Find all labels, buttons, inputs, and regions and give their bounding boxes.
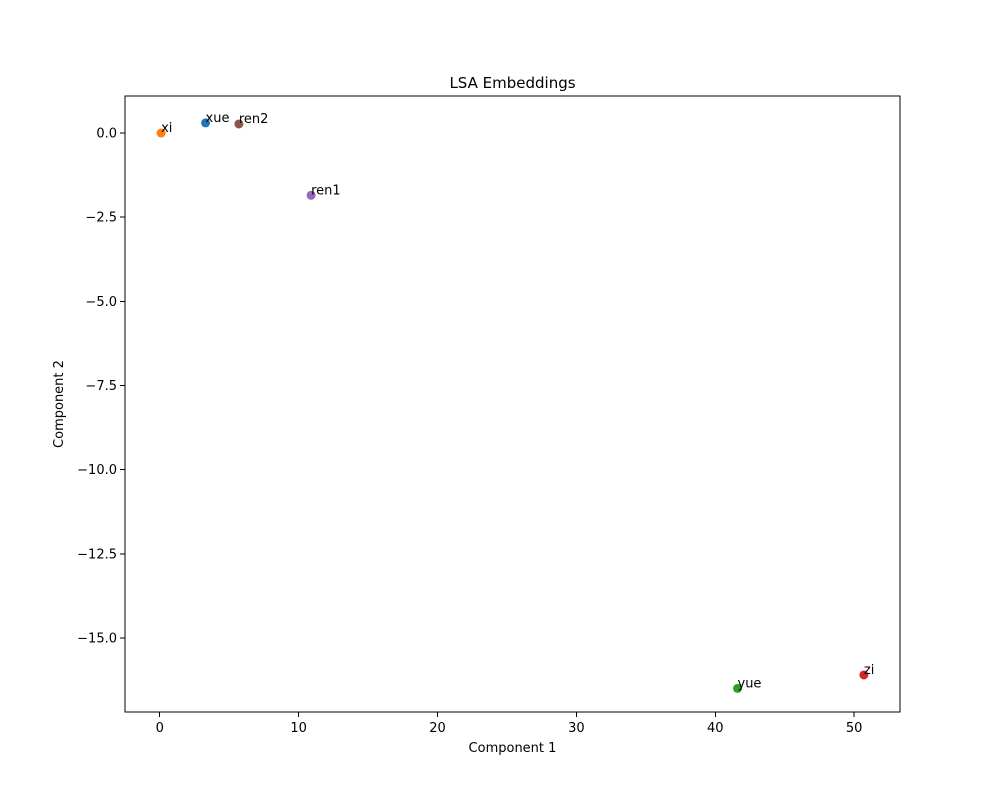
point-label-ren1: ren1 bbox=[311, 183, 341, 198]
data-point-ren2 bbox=[234, 119, 244, 129]
point-label-xue: xue bbox=[206, 111, 230, 126]
data-point-zi bbox=[859, 670, 869, 680]
point-label-ren2: ren2 bbox=[239, 112, 269, 127]
data-point-ren1 bbox=[306, 190, 316, 200]
x-tick-label: 10 bbox=[290, 721, 307, 736]
y-axis-ticks: 0.0 −2.5 −5.0 −7.5 −10.0 −12.5 −15.0 bbox=[77, 127, 125, 646]
y-tick-label: −7.5 bbox=[85, 379, 117, 394]
data-point-xue bbox=[201, 118, 211, 128]
y-tick-label: 0.0 bbox=[96, 127, 117, 142]
x-tick-label: 20 bbox=[429, 721, 446, 736]
x-tick-label: 30 bbox=[568, 721, 585, 736]
x-tick-label: 50 bbox=[846, 721, 863, 736]
point-label-zi: zi bbox=[864, 663, 874, 678]
data-points: xue xi yue zi ren1 ren2 bbox=[156, 111, 874, 693]
y-tick-label: −5.0 bbox=[85, 295, 117, 310]
point-label-yue: yue bbox=[738, 676, 762, 691]
data-point-xi bbox=[156, 128, 166, 138]
x-tick-label: 0 bbox=[156, 721, 164, 736]
plot-frame bbox=[124, 95, 901, 713]
x-axis-ticks: 0 10 20 30 40 50 bbox=[156, 712, 863, 736]
y-tick-label: −12.5 bbox=[77, 547, 117, 562]
x-axis-title: Component 1 bbox=[469, 741, 557, 756]
x-tick-label: 40 bbox=[707, 721, 724, 736]
chart-title: LSA Embeddings bbox=[449, 74, 575, 92]
point-label-xi: xi bbox=[161, 121, 172, 136]
data-point-yue bbox=[733, 683, 742, 693]
y-axis-title: Component 2 bbox=[52, 360, 67, 448]
y-tick-label: −10.0 bbox=[77, 463, 117, 478]
y-tick-label: −2.5 bbox=[85, 211, 117, 226]
y-tick-label: −15.0 bbox=[77, 631, 117, 646]
